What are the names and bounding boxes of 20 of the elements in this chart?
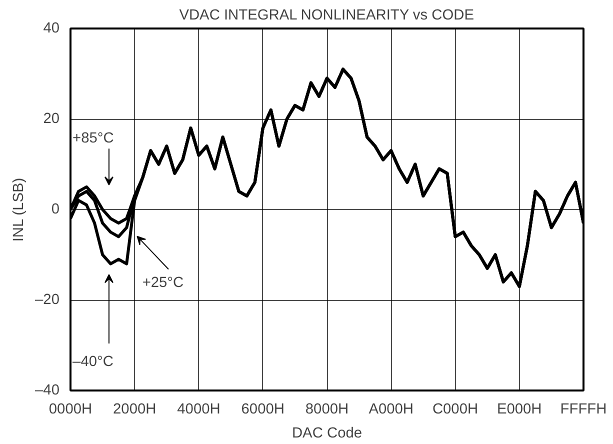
- y-axis-title: INL (LSB): [11, 178, 28, 242]
- y-tick-label: 40: [43, 20, 60, 36]
- x-tick-label: 8000H: [305, 402, 349, 418]
- x-tick-label: 2000H: [113, 402, 156, 418]
- x-tick-label: A000H: [368, 402, 414, 418]
- x-tick-label: 6000H: [241, 402, 284, 418]
- x-tick-label: C000H: [432, 402, 478, 418]
- x-axis-title: DAC Code: [292, 426, 362, 442]
- annotation: +25°C: [142, 274, 184, 291]
- annotation: –40°C: [72, 354, 114, 370]
- y-tick-label: 0: [51, 202, 60, 218]
- x-tick-label: FFFFH: [560, 402, 607, 418]
- y-tick-label: –40: [35, 382, 60, 398]
- y-tick-label: –20: [35, 292, 60, 308]
- annotation: +85°C: [72, 130, 114, 147]
- y-tick-label: 20: [43, 111, 60, 127]
- x-tick-label: 4000H: [177, 402, 220, 418]
- chart-title: VDAC INTEGRAL NONLINEARITY vs CODE: [179, 8, 474, 24]
- x-tick-label: 0000H: [48, 402, 92, 418]
- x-tick-label: E000H: [496, 402, 542, 418]
